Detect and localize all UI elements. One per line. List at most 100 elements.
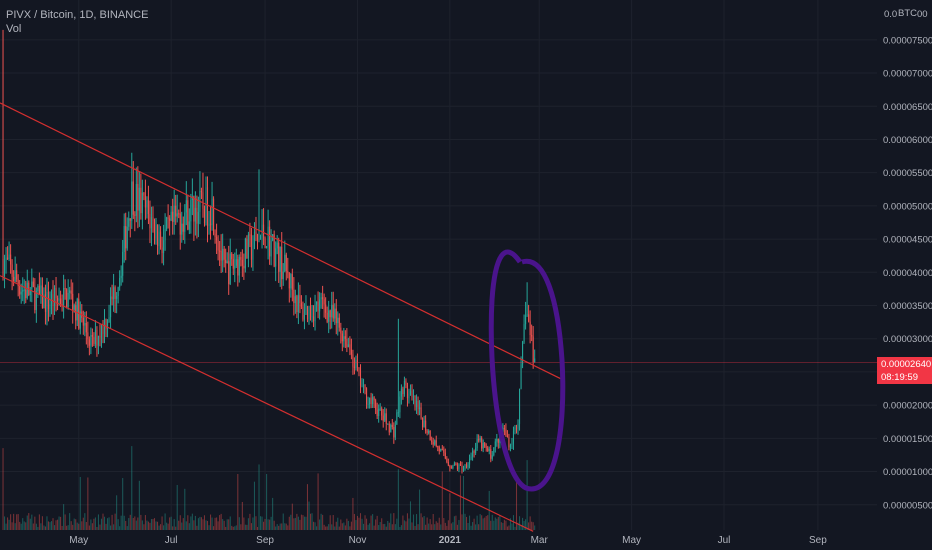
volume-bar xyxy=(403,520,405,530)
candle-body xyxy=(252,249,254,260)
channel-upper-line xyxy=(0,102,561,380)
volume-bar xyxy=(420,513,422,530)
price-axis[interactable]: 0.00000500 0.00001000 0.00001500 0.00002000… xyxy=(877,0,932,550)
volume-bar xyxy=(185,521,187,530)
volume-bar xyxy=(399,526,401,530)
volume-bar xyxy=(26,515,28,530)
candle-body xyxy=(228,261,230,285)
volume-bar xyxy=(244,524,246,530)
volume-bar xyxy=(78,523,80,530)
volume-bar xyxy=(190,516,192,530)
volume-bar xyxy=(378,525,380,530)
time-tick-label: Jul xyxy=(718,535,731,546)
volume-bar xyxy=(16,514,18,530)
candle-body xyxy=(10,254,12,265)
candle-body xyxy=(185,200,187,213)
candle-body xyxy=(47,291,49,309)
candle-body xyxy=(7,257,9,260)
candle-body xyxy=(397,412,399,414)
time-axis[interactable]: May Jul Sep Nov 2021 Mar May Jul Sep xyxy=(69,535,827,546)
volume-bar xyxy=(390,513,392,530)
volume-bar xyxy=(493,520,495,530)
volume-bar xyxy=(337,517,339,530)
volume-bar xyxy=(311,513,313,530)
volume-bar xyxy=(370,515,372,530)
volume-bar xyxy=(211,517,213,530)
candle-body xyxy=(222,248,224,261)
candle-body xyxy=(31,281,33,290)
currency-label: BTC xyxy=(898,8,917,19)
volume-bar xyxy=(184,488,186,530)
volume-bar xyxy=(335,521,337,530)
candle-body xyxy=(160,231,162,248)
volume-bar xyxy=(358,517,360,530)
volume-bar xyxy=(388,522,390,530)
candle-body xyxy=(75,305,77,321)
volume-bar xyxy=(475,524,477,530)
volume-bar xyxy=(117,519,119,530)
volume-bar xyxy=(131,446,133,530)
volume-indicator-label[interactable]: Vol xyxy=(6,23,22,35)
candle-body xyxy=(66,289,68,307)
price-tick-label: 0.00001500 xyxy=(883,434,932,445)
candle-body xyxy=(153,220,156,239)
symbol-title[interactable]: PIVX / Bitcoin, 1D, BINANCE xyxy=(6,9,149,21)
candle-body xyxy=(211,198,213,226)
candle-body xyxy=(143,192,145,196)
candle-body xyxy=(376,409,378,417)
volume-bar xyxy=(34,516,36,530)
candle-body xyxy=(372,397,374,404)
volume-bar xyxy=(411,522,413,530)
volume-bar xyxy=(382,524,384,530)
volume-bar xyxy=(8,519,10,530)
candle-body xyxy=(288,272,290,289)
candle-body xyxy=(461,465,463,471)
volume-bar xyxy=(94,517,96,530)
candle-body xyxy=(261,224,263,237)
candle-body xyxy=(164,229,166,241)
volume-bar xyxy=(381,518,383,530)
volume-bar xyxy=(352,497,354,530)
candle-body xyxy=(369,397,371,404)
candle-body xyxy=(319,299,321,312)
price-tick-label: 0.00004000 xyxy=(883,268,932,279)
volume-bar xyxy=(356,515,358,530)
candle-body xyxy=(358,367,360,369)
volume-bar xyxy=(426,517,428,530)
volume-bar xyxy=(41,516,43,530)
candle-body xyxy=(515,427,518,429)
candle-body xyxy=(317,301,319,312)
volume-bar xyxy=(517,522,519,530)
volume-bar xyxy=(158,525,160,530)
candle-body xyxy=(493,447,495,456)
candle-body xyxy=(472,450,474,457)
volume-bar xyxy=(53,525,56,530)
volume-bar xyxy=(444,522,446,530)
volume-bar xyxy=(478,524,480,530)
volume-bar xyxy=(353,513,355,530)
candle-body xyxy=(509,444,511,448)
volume-bar xyxy=(199,516,201,530)
volume-bar xyxy=(37,526,39,530)
candle-body xyxy=(453,463,455,466)
volume-bar xyxy=(97,514,99,530)
candle-body xyxy=(352,354,354,367)
candle-body xyxy=(284,254,286,272)
candle-body xyxy=(172,211,174,222)
volume-bar xyxy=(384,523,386,530)
candle-body xyxy=(102,324,104,334)
candle-body xyxy=(520,364,522,389)
candle-body xyxy=(135,184,137,216)
volume-bar xyxy=(435,521,437,530)
volume-bar xyxy=(200,517,202,530)
volume-bar xyxy=(526,460,528,530)
candle-body xyxy=(322,297,324,300)
candle-body xyxy=(485,446,487,448)
candle-body xyxy=(470,456,472,459)
candle-body xyxy=(341,333,343,342)
candle-body xyxy=(409,390,412,394)
candle-body xyxy=(23,289,25,291)
candle-body xyxy=(293,289,295,304)
volume-bar xyxy=(303,516,305,530)
